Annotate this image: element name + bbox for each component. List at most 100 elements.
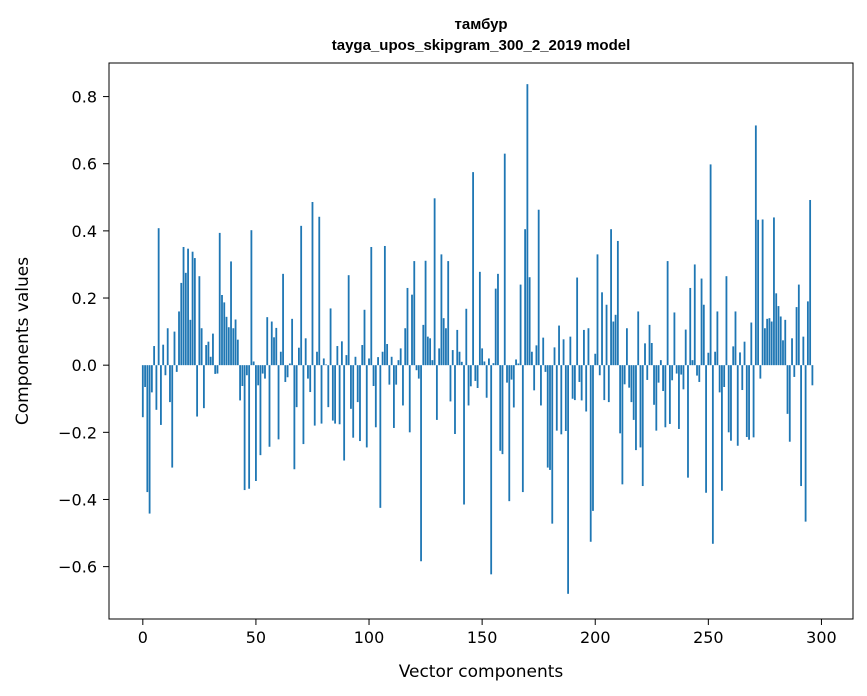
bar (680, 365, 683, 375)
bar (646, 365, 649, 380)
bar (721, 365, 723, 491)
bar (592, 365, 594, 511)
bar (806, 301, 809, 366)
bar (153, 346, 156, 366)
bar (257, 365, 260, 386)
bar (763, 328, 766, 366)
bar (811, 365, 814, 386)
bar (338, 365, 341, 425)
bar (802, 336, 805, 366)
bar (155, 365, 158, 410)
bar (266, 317, 269, 366)
bar (318, 216, 321, 366)
bar (150, 365, 153, 393)
bar (569, 336, 572, 366)
y-tick-label: −0.4 (58, 490, 97, 509)
bar (788, 365, 791, 442)
bar (196, 365, 199, 417)
y-ticks: −0.6 −0.4 −0.2 0.0 0.2 0.4 0.6 0.8 (58, 88, 109, 577)
bar (544, 365, 547, 372)
bar (320, 365, 323, 424)
bar (707, 352, 710, 366)
bar (191, 251, 194, 366)
bar (227, 327, 230, 366)
bar (356, 365, 359, 403)
bar (250, 230, 253, 366)
bar (218, 232, 221, 366)
bar (793, 365, 796, 377)
bar (399, 348, 402, 366)
bar (777, 306, 780, 366)
y-tick-label: −0.6 (58, 558, 97, 577)
bar (537, 209, 540, 366)
bar (383, 245, 386, 366)
bar (540, 365, 542, 406)
bar (716, 311, 719, 366)
bar (732, 346, 735, 366)
bar (603, 365, 606, 401)
bar (245, 365, 248, 376)
bar (700, 278, 703, 366)
bar (393, 365, 395, 428)
bar (230, 261, 232, 366)
bar (148, 365, 151, 514)
bar (445, 328, 447, 366)
bar (506, 365, 508, 383)
bar (560, 365, 563, 435)
bar (705, 365, 707, 493)
bar (662, 365, 664, 392)
bar (313, 365, 316, 426)
bar (800, 365, 802, 487)
bar (583, 329, 585, 366)
bar (573, 365, 576, 401)
bar (171, 365, 174, 468)
bar (275, 327, 278, 366)
bar (510, 365, 513, 380)
bar (433, 198, 436, 366)
bar (779, 316, 782, 366)
bar (411, 294, 413, 366)
bar (580, 365, 583, 401)
bar (632, 365, 635, 420)
bar (304, 338, 307, 366)
bar (748, 365, 750, 440)
bar (395, 365, 398, 385)
bar (166, 328, 169, 366)
bar (223, 302, 226, 366)
bar (157, 228, 160, 366)
bar (442, 318, 445, 366)
bar (406, 287, 409, 366)
bar (465, 308, 468, 366)
bar (562, 339, 565, 366)
bar (234, 319, 237, 366)
bar (291, 318, 294, 366)
bar (741, 365, 744, 391)
bar (144, 365, 146, 387)
bar (162, 344, 165, 366)
bar (809, 199, 812, 366)
bar (180, 282, 183, 366)
bar (307, 365, 309, 379)
bar (718, 365, 721, 393)
bar (252, 361, 255, 366)
bar (146, 365, 149, 493)
bar (377, 357, 379, 366)
bar (173, 331, 176, 366)
bar (555, 365, 558, 431)
plot-frame (108, 62, 854, 620)
bar (221, 295, 223, 366)
bar (666, 261, 669, 366)
bar (607, 365, 610, 403)
bar (598, 365, 601, 376)
bar (381, 351, 384, 366)
bar (675, 365, 678, 374)
bar (216, 365, 219, 374)
bar (524, 229, 527, 366)
bar (605, 304, 608, 366)
bar (668, 365, 671, 424)
bar (175, 365, 178, 372)
x-tick-label: 250 (693, 628, 724, 647)
x-tick-label: 50 (246, 628, 266, 647)
bar (200, 328, 203, 366)
bar (435, 365, 438, 420)
